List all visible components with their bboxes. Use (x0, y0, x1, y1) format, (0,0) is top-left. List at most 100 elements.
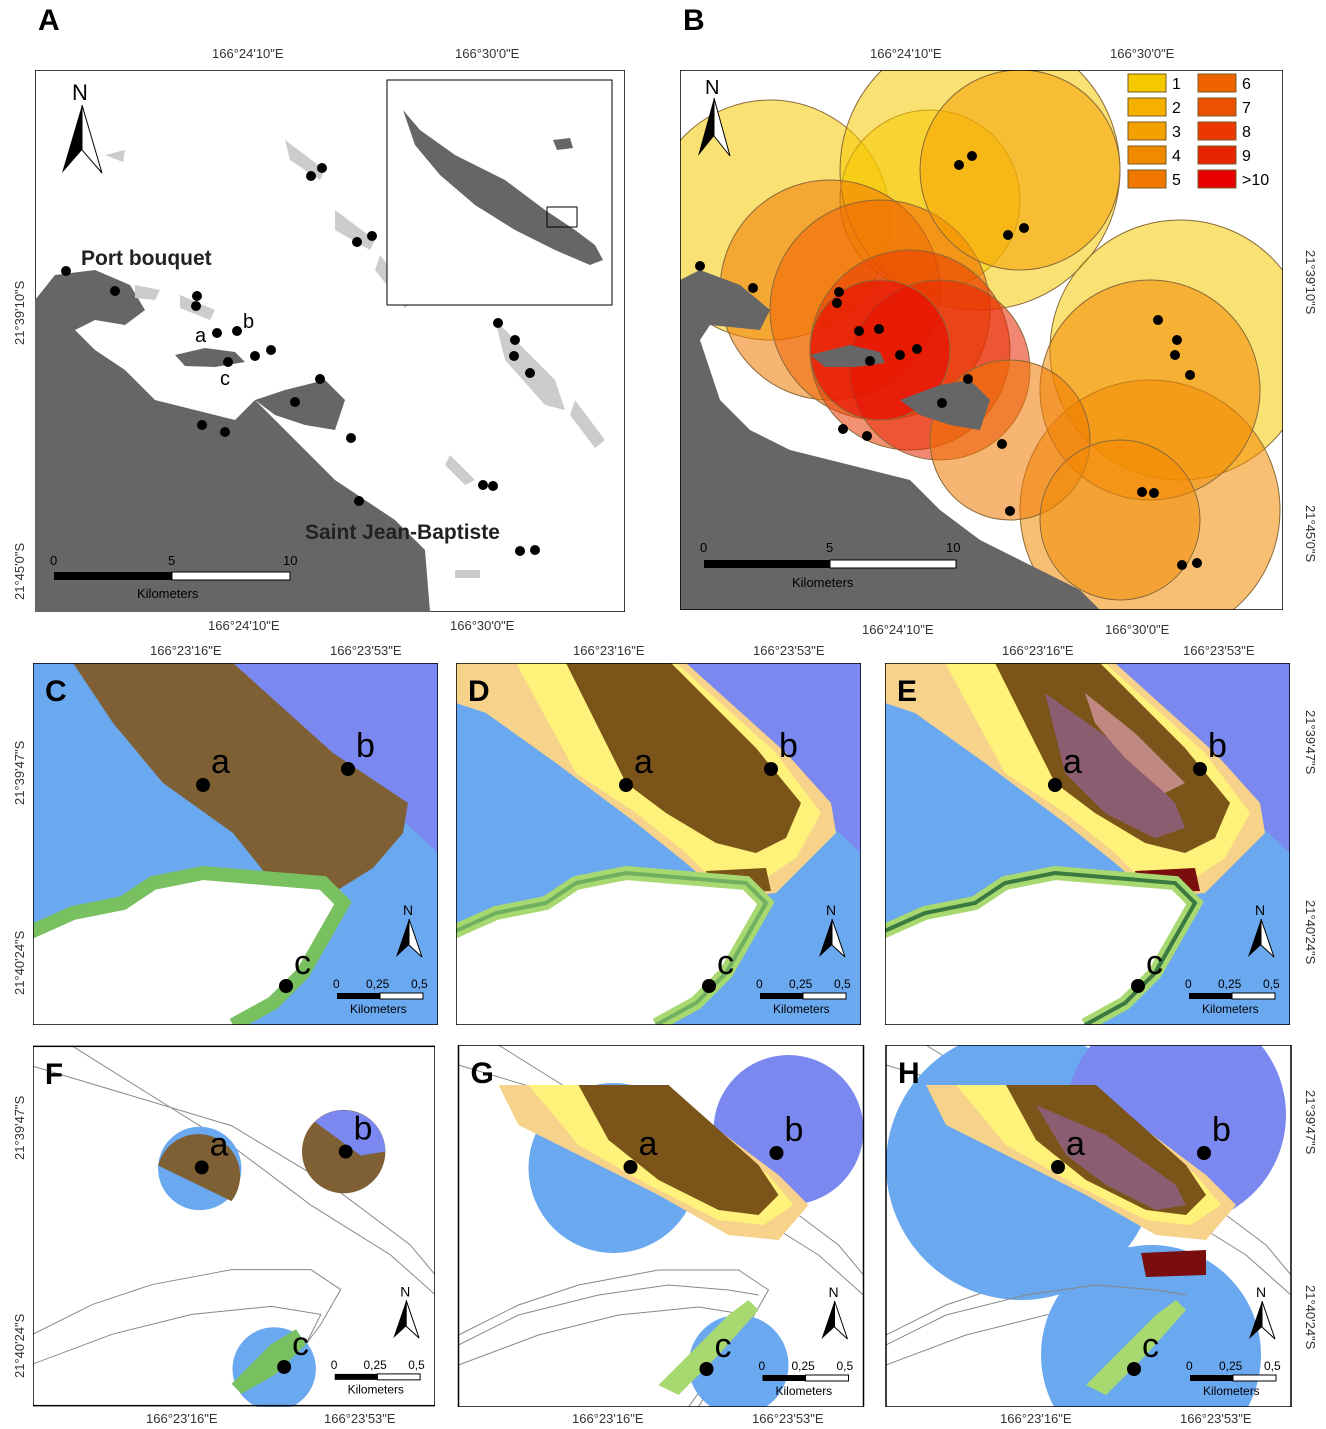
place-port-bouquet: Port bouquet (81, 247, 212, 270)
panel-label-c: C (45, 675, 67, 708)
site-c-point (279, 979, 293, 993)
legend-swatch (1127, 73, 1167, 93)
north-label: N (1255, 902, 1265, 918)
site-b-label: b (356, 727, 375, 765)
c-top-tick-1: 166°23'16"E (150, 643, 222, 658)
map-panel-h: Ha b c N 0 0,25 0,5 Kilometers (885, 1045, 1292, 1407)
north-label: N (826, 902, 836, 918)
scale-0: 0 (1185, 977, 1192, 991)
site-b-point (769, 1146, 784, 1160)
legend: 1 2 3 4 5 6 7 8 9 >10 (1127, 73, 1269, 189)
site-a-label: a (210, 1126, 229, 1164)
panel-label-f: F (45, 1058, 63, 1091)
b-right-tick-1: 21°39'10"S (1303, 250, 1318, 315)
legend-label: 8 (1242, 124, 1251, 141)
scale-025: 0,25 (364, 1358, 388, 1372)
site-a-label: a (195, 325, 207, 347)
a-scale-5: 5 (168, 553, 175, 568)
b-north-label: N (705, 77, 719, 99)
h-bottom-tick-2: 166°23'53"E (1180, 1411, 1252, 1426)
site-b-label: b (779, 727, 798, 765)
a-north-label: N (72, 80, 88, 105)
legend-label: 7 (1242, 100, 1251, 117)
map-panel-d: Da b c N 0 0,25 0,5 Kilometers (456, 663, 861, 1025)
site-c-point (702, 979, 716, 993)
site-a-label: a (211, 743, 230, 781)
site-c-label: c (717, 944, 734, 982)
map-panel-c: Ca b c N 0 0,25 0,5 Kilometers (33, 663, 438, 1025)
legend-label: 6 (1242, 76, 1251, 93)
north-label: N (1256, 1284, 1266, 1300)
site-a-label: a (634, 743, 653, 781)
scale-unit: Kilometers (1203, 1384, 1260, 1398)
scale-05: 0,5 (834, 977, 851, 991)
site-b-label: b (243, 311, 254, 333)
site-b-label: b (354, 1110, 373, 1148)
map-panel-a: Port bouquet Saint Jean-Baptiste a b c N… (35, 70, 625, 612)
legend-swatch (1197, 145, 1237, 165)
site-c-point (1131, 979, 1145, 993)
scale-05: 0,5 (1263, 977, 1280, 991)
scale-unit: Kilometers (350, 1002, 407, 1016)
site-c-point (1127, 1362, 1141, 1376)
north-label: N (829, 1284, 839, 1300)
site-a-point (194, 1160, 209, 1175)
place-saint-jean-baptiste: Saint Jean-Baptiste (305, 521, 500, 544)
scale-025: 0,25 (792, 1359, 816, 1373)
legend-swatch (1127, 121, 1167, 141)
site-b-point (338, 1144, 353, 1159)
panel-label-b: B (683, 4, 705, 37)
scale-05: 0,5 (1264, 1359, 1281, 1373)
scale-unit: Kilometers (773, 1002, 830, 1016)
a-left-tick-1: 21°39'10"S (12, 280, 27, 345)
site-b-point (1197, 1146, 1211, 1160)
site-c-label: c (715, 1327, 732, 1365)
b-scale-5: 5 (826, 540, 833, 555)
a-bottom-tick-2: 166°30'0"E (450, 618, 515, 633)
legend-label: 5 (1172, 172, 1181, 189)
site-b-point (341, 762, 355, 776)
legend-label: >10 (1242, 172, 1269, 189)
north-label: N (403, 902, 413, 918)
scale-025: 0,25 (1219, 1359, 1243, 1373)
legend-label: 1 (1172, 76, 1181, 93)
mainland (35, 270, 430, 612)
g-bottom-tick-2: 166°23'53"E (752, 1411, 824, 1426)
d-top-tick-1: 166°23'16"E (573, 643, 645, 658)
f-bottom-tick-1: 166°23'16"E (146, 1411, 218, 1426)
site-a-label: a (639, 1125, 658, 1163)
row3-lat-2: 21°40'24"S (12, 1313, 27, 1378)
site-c-label: c (1142, 1327, 1159, 1365)
scale-unit: Kilometers (1202, 1002, 1259, 1016)
scale-0: 0 (331, 1358, 338, 1372)
site-c-point (277, 1360, 292, 1374)
scale-025: 0,25 (1218, 977, 1242, 991)
h-bottom-tick-1: 166°23'16"E (1000, 1411, 1072, 1426)
row2-lat-1: 21°39'47"S (12, 740, 27, 805)
g-bottom-tick-1: 166°23'16"E (572, 1411, 644, 1426)
map-panel-b: N 0 5 10 Kilometers 1 2 3 4 5 6 7 8 9 >10 (680, 70, 1283, 610)
sample-points-b (695, 151, 1202, 570)
scale-0: 0 (333, 977, 340, 991)
scale-025: 0,25 (366, 977, 390, 991)
d-top-tick-2: 166°23'53"E (753, 643, 825, 658)
e-top-tick-2: 166°23'53"E (1183, 643, 1255, 658)
north-label: N (400, 1283, 410, 1299)
site-b-label: b (1208, 727, 1227, 765)
map-panel-f: Fa b c N 0 0,25 0,5 Kilometers (33, 1045, 435, 1407)
row3-lat-1: 21°39'47"S (12, 1095, 27, 1160)
row3-lat-right-2: 21°40'24"S (1303, 1285, 1318, 1350)
site-b-point (1193, 762, 1207, 776)
a-scale-10: 10 (283, 553, 297, 568)
scale-0: 0 (1186, 1359, 1193, 1373)
site-c-label: c (294, 944, 311, 982)
site-a-point (196, 778, 210, 792)
legend-swatch (1127, 169, 1167, 189)
a-top-tick-2: 166°30'0"E (455, 46, 520, 61)
b-top-tick-2: 166°30'0"E (1110, 46, 1175, 61)
legend-label: 9 (1242, 148, 1251, 165)
legend-swatch (1127, 145, 1167, 165)
site-a-label: a (1063, 743, 1082, 781)
site-a-label: a (1066, 1125, 1085, 1163)
row2-lat-right-2: 21°40'24"S (1303, 900, 1318, 965)
